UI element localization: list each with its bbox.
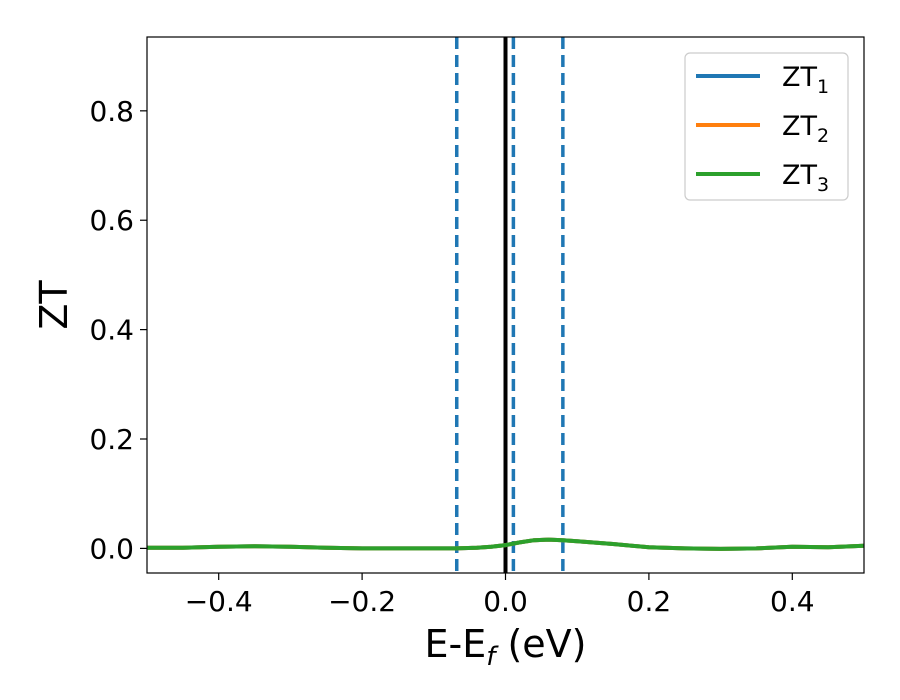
reference-lines — [454, 37, 565, 573]
x-tick-label: 0.2 — [627, 585, 672, 618]
x-tick-label: 0.4 — [770, 585, 815, 618]
legend-label: ZT3 — [782, 160, 829, 196]
y-axis-label: ZT — [32, 280, 76, 330]
legend: ZT1 ZT2 ZT3 — [684, 52, 849, 201]
y-tick-label: 0.0 — [89, 532, 134, 565]
x-axis-label-main: E-E — [425, 622, 487, 666]
x-axis-label-unit: (eV) — [495, 622, 586, 666]
y-tick-label: 0.6 — [89, 204, 134, 237]
series-lines — [147, 537, 865, 551]
y-tick-label: 0.8 — [89, 95, 134, 128]
x-axis-label: E-Ef (eV) — [425, 622, 587, 672]
legend-box — [684, 52, 849, 201]
series-line — [147, 537, 865, 551]
x-tick-label: −0.4 — [185, 585, 253, 618]
legend-label: ZT1 — [782, 62, 829, 98]
y-tick-label: 0.2 — [89, 423, 134, 456]
axis-ticks: −0.4 −0.2 0.0 0.2 0.4 0.0 0.2 0.4 0.6 0.8 — [89, 95, 814, 618]
y-tick-label: 0.4 — [89, 314, 134, 347]
legend-label: ZT2 — [782, 111, 829, 147]
x-tick-label: 0.0 — [483, 585, 528, 618]
x-tick-label: −0.2 — [328, 585, 396, 618]
